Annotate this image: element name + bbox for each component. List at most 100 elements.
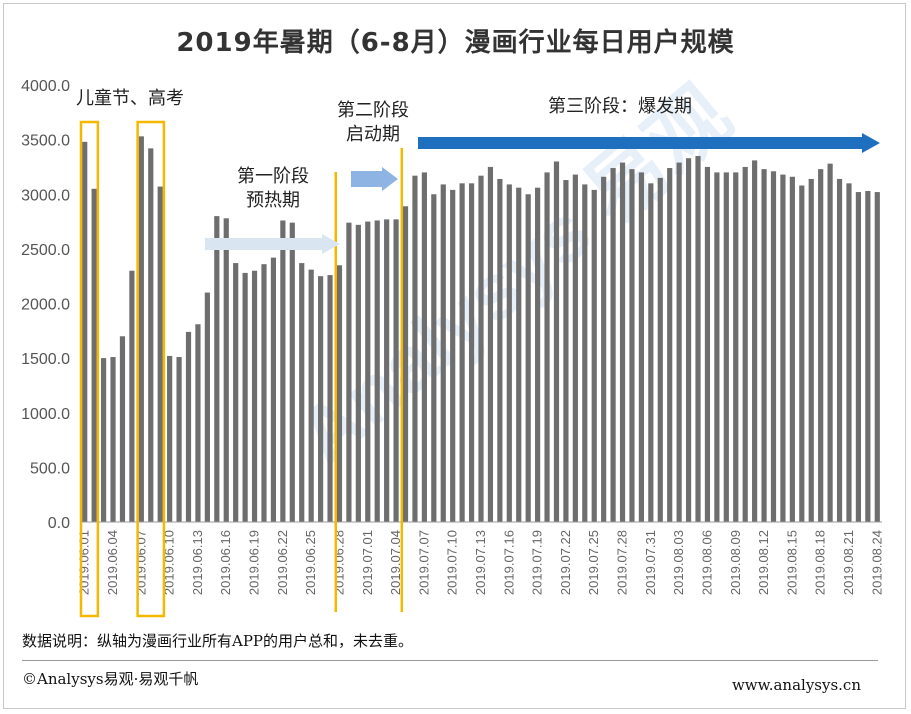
x-tick-label: 2019.08.06 [699, 530, 714, 595]
x-tick-label: 2019.08.21 [841, 530, 856, 595]
bar [516, 187, 522, 522]
bar [129, 270, 135, 522]
bar [299, 263, 305, 522]
bar [789, 176, 795, 522]
bar [214, 216, 220, 522]
bar [535, 187, 541, 522]
bar [289, 222, 295, 522]
bar [553, 161, 560, 522]
phase-arrow [351, 167, 398, 191]
bar [402, 206, 409, 522]
bar [874, 192, 880, 522]
y-tick-label: 500.0 [30, 460, 70, 477]
bar [695, 156, 701, 522]
bar [167, 355, 173, 522]
copyright-text: ©Analysys易观·易观千帆 [22, 670, 199, 688]
bar [846, 183, 852, 522]
bar [412, 175, 418, 523]
bar [770, 171, 777, 522]
bar [223, 218, 229, 522]
bar [138, 136, 144, 522]
bar [374, 220, 380, 522]
annotation-label: 第一阶段预热期 [237, 166, 309, 211]
highlight-boxes [79, 120, 166, 618]
bar [327, 275, 333, 522]
bar [261, 264, 267, 522]
highlight-box [136, 120, 166, 618]
bar [657, 177, 663, 523]
x-tick-label: 2019.07.04 [388, 530, 403, 595]
bar [544, 172, 550, 522]
bar [148, 148, 154, 523]
x-tick-label: 2019.06.16 [218, 530, 233, 595]
website-link[interactable]: www.analysys.cn [731, 676, 861, 694]
bar [591, 189, 597, 522]
bar [836, 178, 843, 522]
bar [619, 162, 626, 522]
x-tick-label: 2019.06.04 [105, 530, 120, 595]
bar [91, 188, 97, 522]
x-tick-label: 2019.07.28 [615, 530, 630, 595]
bar [185, 331, 192, 522]
bar [506, 184, 512, 523]
x-tick-label: 2019.07.07 [416, 530, 431, 595]
bar [280, 220, 286, 522]
bar [318, 276, 324, 522]
bar [355, 224, 361, 522]
bar [601, 176, 607, 522]
data-footnote: 数据说明：纵轴为漫画行业所有APP的用户总和，未去重。 [22, 632, 414, 650]
bar [497, 178, 503, 522]
bar [629, 169, 635, 522]
y-tick-label: 2000.0 [21, 297, 70, 314]
bar [195, 324, 201, 522]
x-tick-label: 2019.07.22 [558, 530, 573, 595]
bar [610, 168, 616, 522]
x-tick-label: 2019.06.22 [275, 530, 290, 595]
chart-title: 2019年暑期（6-8月）漫画行业每日用户规模 [176, 28, 735, 58]
bar [487, 166, 494, 522]
bar [525, 194, 531, 522]
y-tick-label: 1000.0 [21, 406, 70, 423]
bar [799, 185, 805, 522]
bar [752, 160, 758, 522]
bar [742, 166, 748, 522]
bars-group [82, 136, 880, 523]
bar [440, 184, 446, 523]
highlight-box [79, 120, 100, 618]
annotation-label: 第二阶段启动期 [337, 100, 409, 145]
bar [393, 219, 399, 522]
bar [100, 358, 107, 522]
bar [704, 166, 711, 522]
bar [638, 172, 644, 522]
y-tick-label: 3000.0 [21, 187, 70, 204]
x-tick-label: 2019.08.24 [869, 530, 884, 595]
bar [761, 169, 767, 522]
bar [365, 221, 371, 522]
x-axis: 2019.06.01 2019.06.04 2019.06.07 2019.06.10… [77, 530, 885, 595]
bar [450, 189, 456, 522]
bar [384, 219, 390, 522]
bar [648, 183, 654, 522]
bar [82, 141, 88, 522]
annotation-label: 第三阶段：爆发期 [548, 96, 692, 117]
bar [346, 222, 352, 522]
x-tick-label: 2019.07.31 [643, 530, 658, 595]
bar [478, 175, 484, 523]
x-tick-label: 2019.08.09 [728, 530, 743, 595]
bar [818, 169, 824, 522]
y-tick-label: 2500.0 [21, 242, 70, 259]
y-tick-label: 3500.0 [21, 133, 70, 150]
x-tick-label: 2019.07.16 [501, 530, 516, 595]
x-tick-label: 2019.06.28 [331, 530, 346, 595]
bar [676, 162, 682, 522]
x-tick-label: 2019.08.12 [756, 530, 771, 595]
bar [251, 270, 258, 522]
bar [733, 172, 739, 522]
x-tick-label: 2019.06.19 [247, 530, 262, 595]
y-axis: 0.0 500.0 1000.0 1500.0 2000.0 2500.0 3000.0 35… [21, 78, 70, 532]
bar [723, 172, 729, 522]
x-tick-label: 2019.06.13 [190, 530, 205, 595]
phase-arrow [418, 133, 880, 153]
x-tick-label: 2019.07.19 [530, 530, 545, 595]
